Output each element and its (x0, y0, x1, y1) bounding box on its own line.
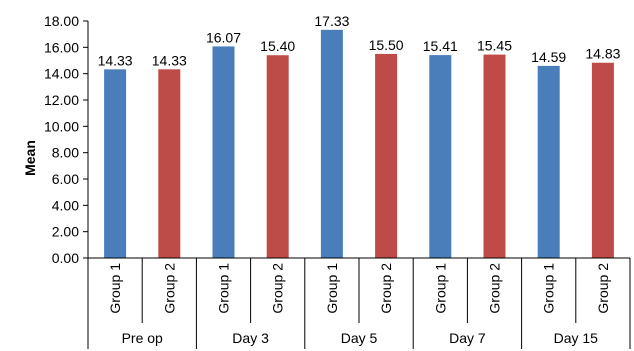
y-tick-label: 16.00 (44, 39, 79, 55)
y-tick-label: 2.00 (52, 224, 79, 240)
data-label: 15.41 (423, 38, 458, 54)
x-group-label: Group 2 (595, 263, 611, 314)
bar-2 (266, 55, 289, 258)
bar-2 (483, 54, 506, 259)
bar-2 (591, 62, 614, 258)
bar-1 (429, 55, 452, 258)
x-category-label: Day 5 (341, 330, 378, 346)
bar-2 (375, 53, 398, 258)
y-tick-label: 0.00 (52, 250, 79, 266)
x-group-label: Group 1 (107, 263, 123, 314)
y-tick-label: 6.00 (52, 171, 79, 187)
y-tick-label: 18.00 (44, 13, 79, 29)
x-category-label: Pre op (122, 330, 163, 346)
plot-area: 0.00 2.00 4.00 6.00 8.00 10.00 12.00 14.00 16.00… (44, 13, 631, 349)
bar-1 (537, 65, 560, 258)
data-label: 17.33 (314, 13, 349, 29)
data-label: 14.59 (531, 49, 566, 65)
data-label: 14.83 (585, 46, 620, 62)
data-label: 14.33 (98, 52, 133, 68)
x-group-label: Group 2 (161, 263, 177, 314)
data-label: 16.07 (206, 29, 241, 45)
x-category-label: Day 3 (232, 330, 269, 346)
bar-1 (212, 46, 235, 258)
x-group-label: Group 1 (432, 263, 448, 314)
x-category-label: Day 7 (449, 330, 486, 346)
x-group-label: Group 2 (487, 263, 503, 314)
x-group-label: Group 1 (541, 263, 557, 314)
y-tick-label: 14.00 (44, 66, 79, 82)
data-label: 15.45 (477, 38, 512, 54)
y-tick-label: 10.00 (44, 118, 79, 134)
bar-1 (104, 69, 127, 259)
data-label: 15.40 (260, 38, 295, 54)
x-category-label: Day 15 (554, 330, 599, 346)
y-tick-label: 8.00 (52, 145, 79, 161)
bar-1 (320, 29, 343, 258)
x-group-label: Group 1 (324, 263, 340, 314)
x-group-label: Group 2 (378, 263, 394, 314)
y-tick-label: 12.00 (44, 92, 79, 108)
data-label: 15.50 (369, 37, 404, 53)
x-group-label: Group 1 (216, 263, 232, 314)
bar-2 (158, 69, 181, 259)
y-tick-label: 4.00 (52, 197, 79, 213)
x-group-label: Group 2 (270, 263, 286, 314)
data-label: 14.33 (152, 52, 187, 68)
y-axis-title: Mean (22, 140, 38, 176)
